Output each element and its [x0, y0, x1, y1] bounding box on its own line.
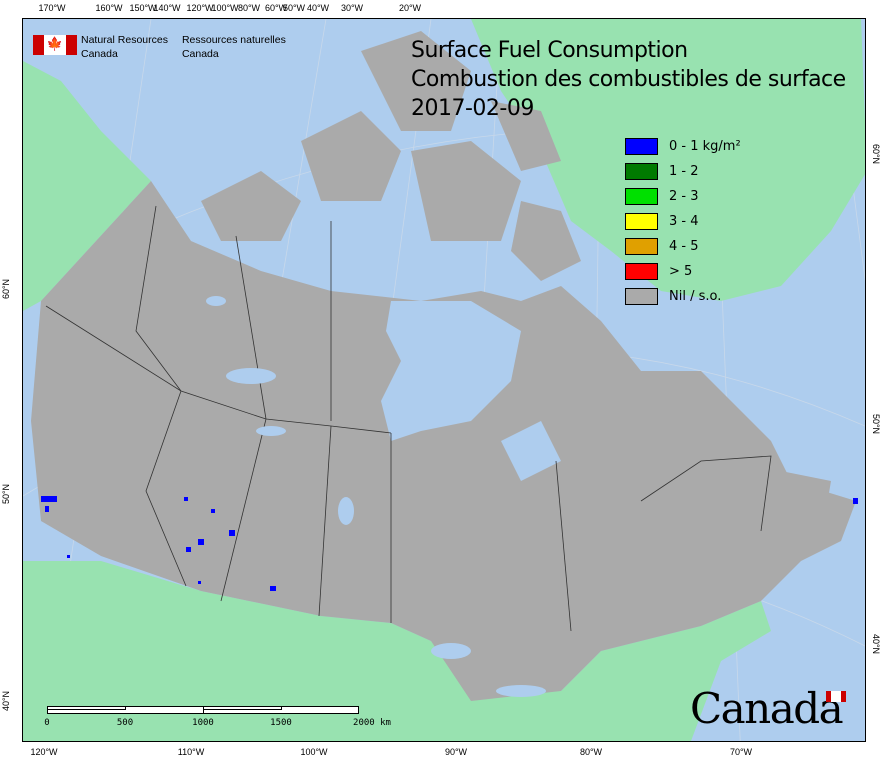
axis-tick-label: 90°W — [444, 747, 468, 757]
axis-tick-label: 80°W — [237, 3, 261, 13]
united-states — [23, 561, 771, 741]
legend-label: 2 - 3 — [669, 189, 699, 204]
legend-label: 1 - 2 — [669, 164, 699, 179]
legend-item: 3 - 4 — [625, 209, 741, 234]
fire-spot — [186, 547, 191, 552]
fire-spot — [198, 539, 204, 545]
fire-spot — [853, 498, 858, 504]
axis-tick-label: 20°W — [398, 3, 422, 13]
legend-item: 2 - 3 — [625, 184, 741, 209]
alaska — [23, 61, 151, 311]
legend-label: 0 - 1 kg/m² — [669, 139, 741, 154]
nrcan-signature: 🍁 Natural Resources Canada Ressources nat… — [33, 33, 286, 61]
axis-tick-label: 60°W — [264, 3, 288, 13]
legend-item: 4 - 5 — [625, 234, 741, 259]
scale-label: 1500 — [270, 718, 292, 728]
legend-label: 3 - 4 — [669, 214, 699, 229]
axis-tick-label: 60°N — [871, 143, 880, 165]
arctic-archipelago — [201, 31, 831, 541]
scale-bar — [47, 706, 359, 714]
axis-tick-label: 170°W — [38, 3, 66, 13]
title-fr: Combustion des combustibles de surface — [411, 67, 846, 92]
title-date: 2017-02-09 — [411, 96, 534, 121]
axis-tick-label: 120°W — [30, 747, 58, 757]
fire-spot — [184, 497, 188, 501]
hudson-bay — [381, 301, 521, 441]
axis-tick-label: 50°N — [871, 413, 880, 435]
legend-swatch — [625, 188, 658, 205]
axis-tick-label: 120°W — [186, 3, 214, 13]
legend-swatch — [625, 138, 658, 155]
canada-wordmark: Canada — [690, 684, 844, 733]
legend-swatch — [625, 213, 658, 230]
scale-label: 1000 — [192, 718, 214, 728]
fire-spot — [198, 581, 201, 584]
legend-label: 4 - 5 — [669, 239, 699, 254]
axis-tick-label: 50°W — [282, 3, 306, 13]
fire-spot — [270, 586, 276, 591]
scale-label: 500 — [116, 718, 134, 728]
scale-label: 2000 km — [353, 718, 391, 728]
axis-tick-label: 60°N — [1, 278, 12, 300]
fire-spot — [45, 506, 49, 512]
legend: 0 - 1 kg/m² 1 - 2 2 - 3 3 - 4 4 - 5 > 5 Nil / … — [625, 134, 741, 309]
axis-tick-label: 70°W — [729, 747, 753, 757]
axis-tick-label: 40°N — [1, 690, 12, 712]
province-boundaries — [45, 205, 772, 632]
axis-tick-label: 110°W — [177, 747, 205, 757]
axis-tick-label: 100°W — [211, 3, 239, 13]
axis-tick-label: 150°W — [129, 3, 157, 13]
org-name-fr: Ressources naturelles Canada — [181, 34, 286, 60]
wordmark-flag-icon — [826, 691, 846, 702]
lakes — [206, 296, 546, 697]
fire-detections — [41, 496, 858, 591]
scale-label: 0 — [44, 718, 50, 728]
legend-label: > 5 — [669, 264, 693, 279]
axis-tick-label: 30°W — [340, 3, 364, 13]
axis-tick-label: 40°N — [871, 633, 880, 655]
axis-tick-label: 140°W — [153, 3, 181, 13]
legend-label: Nil / s.o. — [669, 289, 722, 304]
axis-tick-label: 40°W — [306, 3, 330, 13]
map-canvas — [23, 19, 865, 741]
legend-swatch — [625, 288, 658, 305]
axis-tick-label: 160°W — [95, 3, 123, 13]
legend-swatch — [625, 163, 658, 180]
legend-item: 0 - 1 kg/m² — [625, 134, 741, 159]
org-name-en: Natural Resources Canada — [81, 34, 168, 60]
fire-spot — [41, 496, 57, 502]
canada-flag-icon: 🍁 — [33, 35, 77, 55]
fire-spot — [67, 555, 70, 558]
greenland — [471, 19, 865, 301]
legend-item: Nil / s.o. — [625, 284, 741, 309]
axis-tick-label: 80°W — [579, 747, 603, 757]
axis-tick-label: 50°N — [1, 483, 12, 505]
legend-swatch — [625, 238, 658, 255]
fire-spot — [229, 530, 235, 536]
canada-mainland — [31, 181, 856, 701]
legend-item: 1 - 2 — [625, 159, 741, 184]
axis-tick-label: 100°W — [300, 747, 328, 757]
legend-item: > 5 — [625, 259, 741, 284]
fire-spot — [211, 509, 215, 513]
title-en: Surface Fuel Consumption — [411, 38, 688, 63]
legend-swatch — [625, 263, 658, 280]
map-frame — [22, 18, 866, 742]
map-title: Surface Fuel Consumption Combustion des … — [411, 36, 846, 123]
